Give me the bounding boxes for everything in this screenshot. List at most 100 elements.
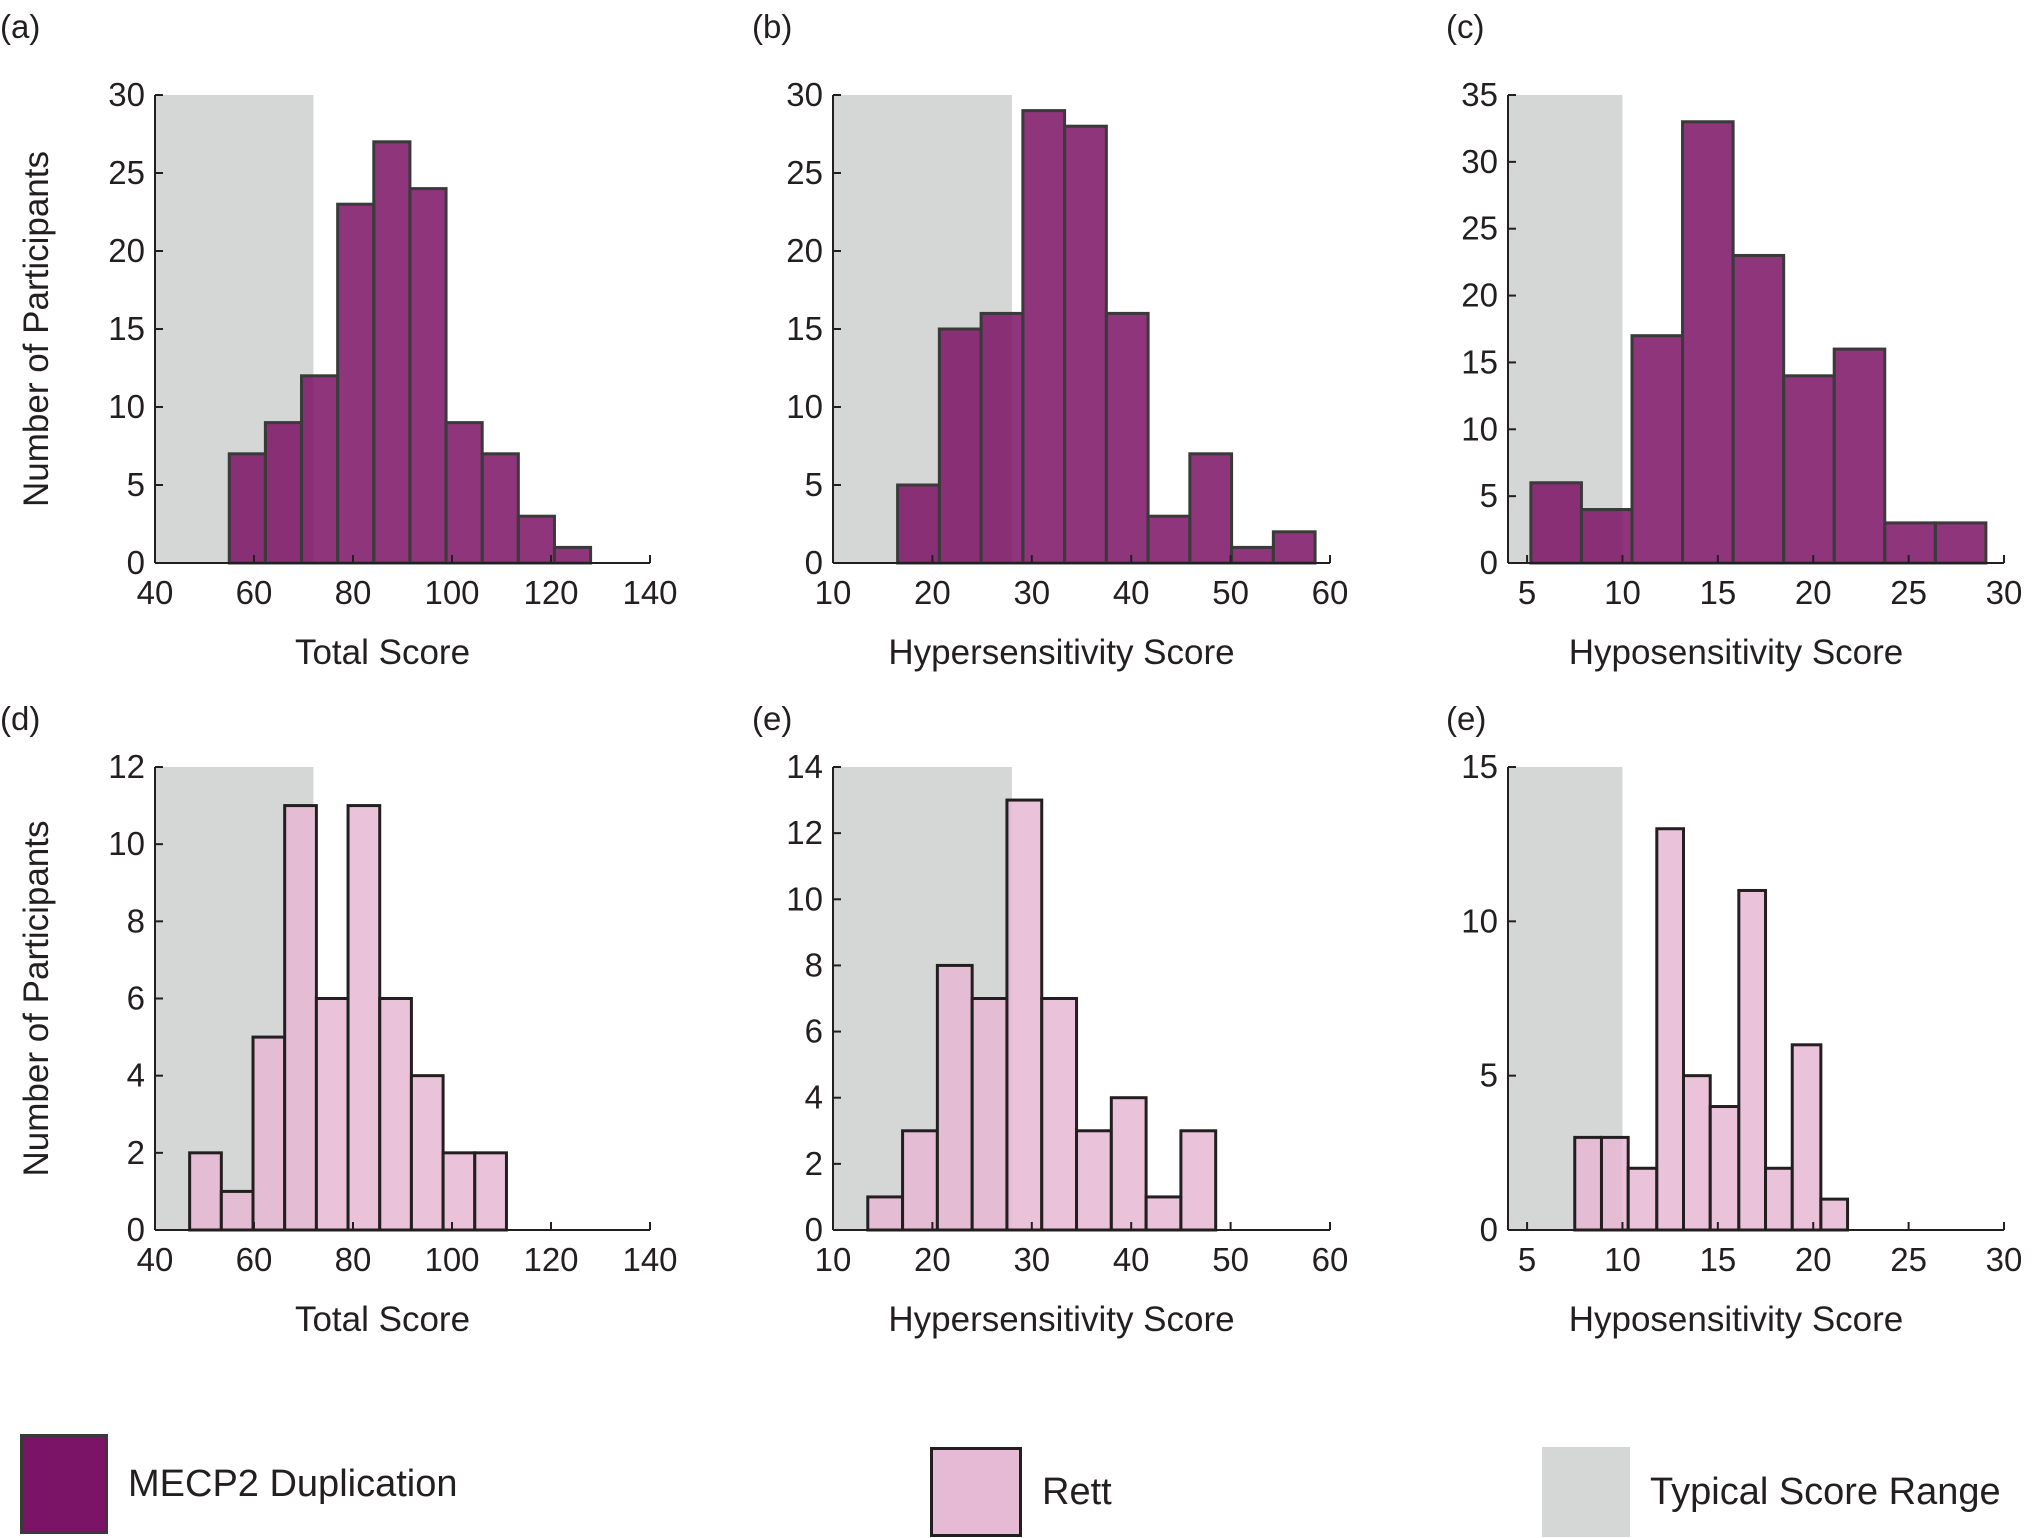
histogram-bar <box>970 997 1009 1232</box>
histogram-bar <box>227 452 267 565</box>
x-tick-label: 50 <box>1212 1241 1249 1278</box>
x-tick-label: 60 <box>1312 574 1349 611</box>
histogram-bar <box>1579 508 1634 565</box>
x-tick-label: 20 <box>1795 574 1832 611</box>
histogram-bar <box>1681 120 1735 565</box>
y-tick-label: 0 <box>127 544 145 581</box>
y-tick-label: 15 <box>108 310 145 347</box>
y-tick-label: 6 <box>127 980 145 1017</box>
x-tick-label: 20 <box>914 1241 951 1278</box>
y-tick-label: 20 <box>1461 277 1498 314</box>
legend-label-mecp2: MECP2 Duplication <box>128 1462 458 1505</box>
y-tick-label: 20 <box>108 232 145 269</box>
x-tick-label: 120 <box>523 574 578 611</box>
y-tick-label: 0 <box>805 544 823 581</box>
histogram-bar <box>188 1151 223 1232</box>
legend-item-typical: Typical Score Range <box>1542 1447 2001 1537</box>
histogram-bar <box>1075 1129 1113 1232</box>
x-tick-label: 25 <box>1890 1241 1927 1278</box>
y-tick-label: 25 <box>786 154 823 191</box>
histogram-bar <box>1933 521 1988 565</box>
y-tick-label: 25 <box>108 154 145 191</box>
x-tick-label: 30 <box>1013 1241 1050 1278</box>
y-tick-label: 2 <box>805 1145 823 1182</box>
panel-4: 40 60 80 100 120 140 0 2 4 6 8 10 12 Total Score Numbe… <box>0 700 678 1339</box>
histogram-bar <box>1883 521 1937 565</box>
y-axis-label: Number of Participants <box>17 151 56 507</box>
x-axis-label: Hyposensitivity Score <box>1569 1300 1904 1339</box>
x-axis-label: Hypersensitivity Score <box>888 1300 1234 1339</box>
histogram-bar <box>251 1035 287 1232</box>
histogram-bar <box>1630 334 1685 565</box>
histogram-bar <box>1737 888 1768 1232</box>
histogram-bar <box>1104 311 1150 565</box>
legend-item-rett: Rett <box>930 1447 1112 1537</box>
x-tick-label: 30 <box>1013 574 1050 611</box>
x-axis-label: Total Score <box>295 1300 470 1339</box>
x-tick-label: 15 <box>1699 574 1736 611</box>
y-tick-label: 20 <box>786 232 823 269</box>
x-tick-label: 140 <box>622 574 677 611</box>
histogram-bar <box>1708 1105 1741 1232</box>
x-tick-label: 120 <box>523 1241 578 1278</box>
y-tick-label: 12 <box>108 748 145 785</box>
histogram-bar <box>552 545 593 565</box>
x-axis-label: Total Score <box>295 633 470 672</box>
y-tick-label: 5 <box>1480 477 1498 514</box>
y-tick-label: 10 <box>108 825 145 862</box>
legend-item-mecp2: MECP2 Duplication <box>20 1434 457 1534</box>
histogram-bar <box>866 1195 905 1232</box>
x-tick-label: 60 <box>1312 1241 1349 1278</box>
y-tick-label: 10 <box>108 388 145 425</box>
histogram-bar <box>1109 1096 1148 1232</box>
histogram-bar <box>901 1129 939 1232</box>
x-tick-label: 10 <box>1604 1241 1641 1278</box>
histogram-bar <box>1819 1197 1850 1232</box>
histogram-bar <box>1782 374 1836 565</box>
y-tick-label: 30 <box>786 76 823 113</box>
x-tick-label: 30 <box>1986 574 2023 611</box>
histogram-bar <box>219 1189 255 1232</box>
x-tick-label: 10 <box>1604 574 1641 611</box>
panel-5: 10 20 30 40 50 60 0 2 4 6 8 10 12 14 Hypersensitivity … <box>752 700 1348 1339</box>
legend-label-typical: Typical Score Range <box>1650 1470 2001 1513</box>
histogram-bar <box>1573 1135 1603 1232</box>
y-tick-label: 6 <box>805 1013 823 1050</box>
histogram-bar <box>1005 798 1044 1232</box>
histogram-bar <box>1063 124 1108 565</box>
y-tick-label: 5 <box>127 466 145 503</box>
histogram-bar <box>336 202 376 565</box>
histogram-bar <box>473 1151 508 1232</box>
y-tick-label: 5 <box>805 466 823 503</box>
y-tick-label: 8 <box>127 902 145 939</box>
histogram-bar <box>979 311 1025 565</box>
y-tick-label: 0 <box>1480 544 1498 581</box>
legend-swatch-rett <box>930 1447 1022 1537</box>
x-tick-label: 30 <box>1986 1241 2023 1278</box>
panel-2: 10 20 30 40 50 60 0 5 10 15 20 25 30 Hypersensitivity… <box>752 8 1348 672</box>
y-tick-label: 25 <box>1461 210 1498 247</box>
histogram-bar <box>300 374 340 565</box>
legend-swatch-mecp2 <box>20 1434 108 1534</box>
y-tick-label: 15 <box>786 310 823 347</box>
histogram-bar <box>1529 481 1583 565</box>
y-tick-label: 8 <box>805 946 823 983</box>
histogram-bar <box>378 997 413 1232</box>
x-tick-label: 25 <box>1890 574 1927 611</box>
histogram-bar <box>1179 1129 1218 1232</box>
y-tick-label: 14 <box>786 748 823 785</box>
y-tick-label: 15 <box>1461 343 1498 380</box>
x-tick-label: 40 <box>137 574 174 611</box>
histogram-bar <box>314 997 350 1232</box>
y-tick-label: 12 <box>786 814 823 851</box>
y-tick-label: 0 <box>127 1211 145 1248</box>
histogram-bar <box>346 804 382 1232</box>
histogram-bar <box>1832 347 1887 565</box>
x-tick-label: 40 <box>1113 574 1150 611</box>
y-tick-label: 30 <box>108 76 145 113</box>
x-tick-label: 60 <box>236 1241 273 1278</box>
histogram-bar <box>444 421 484 565</box>
histogram-bar <box>1271 530 1317 565</box>
